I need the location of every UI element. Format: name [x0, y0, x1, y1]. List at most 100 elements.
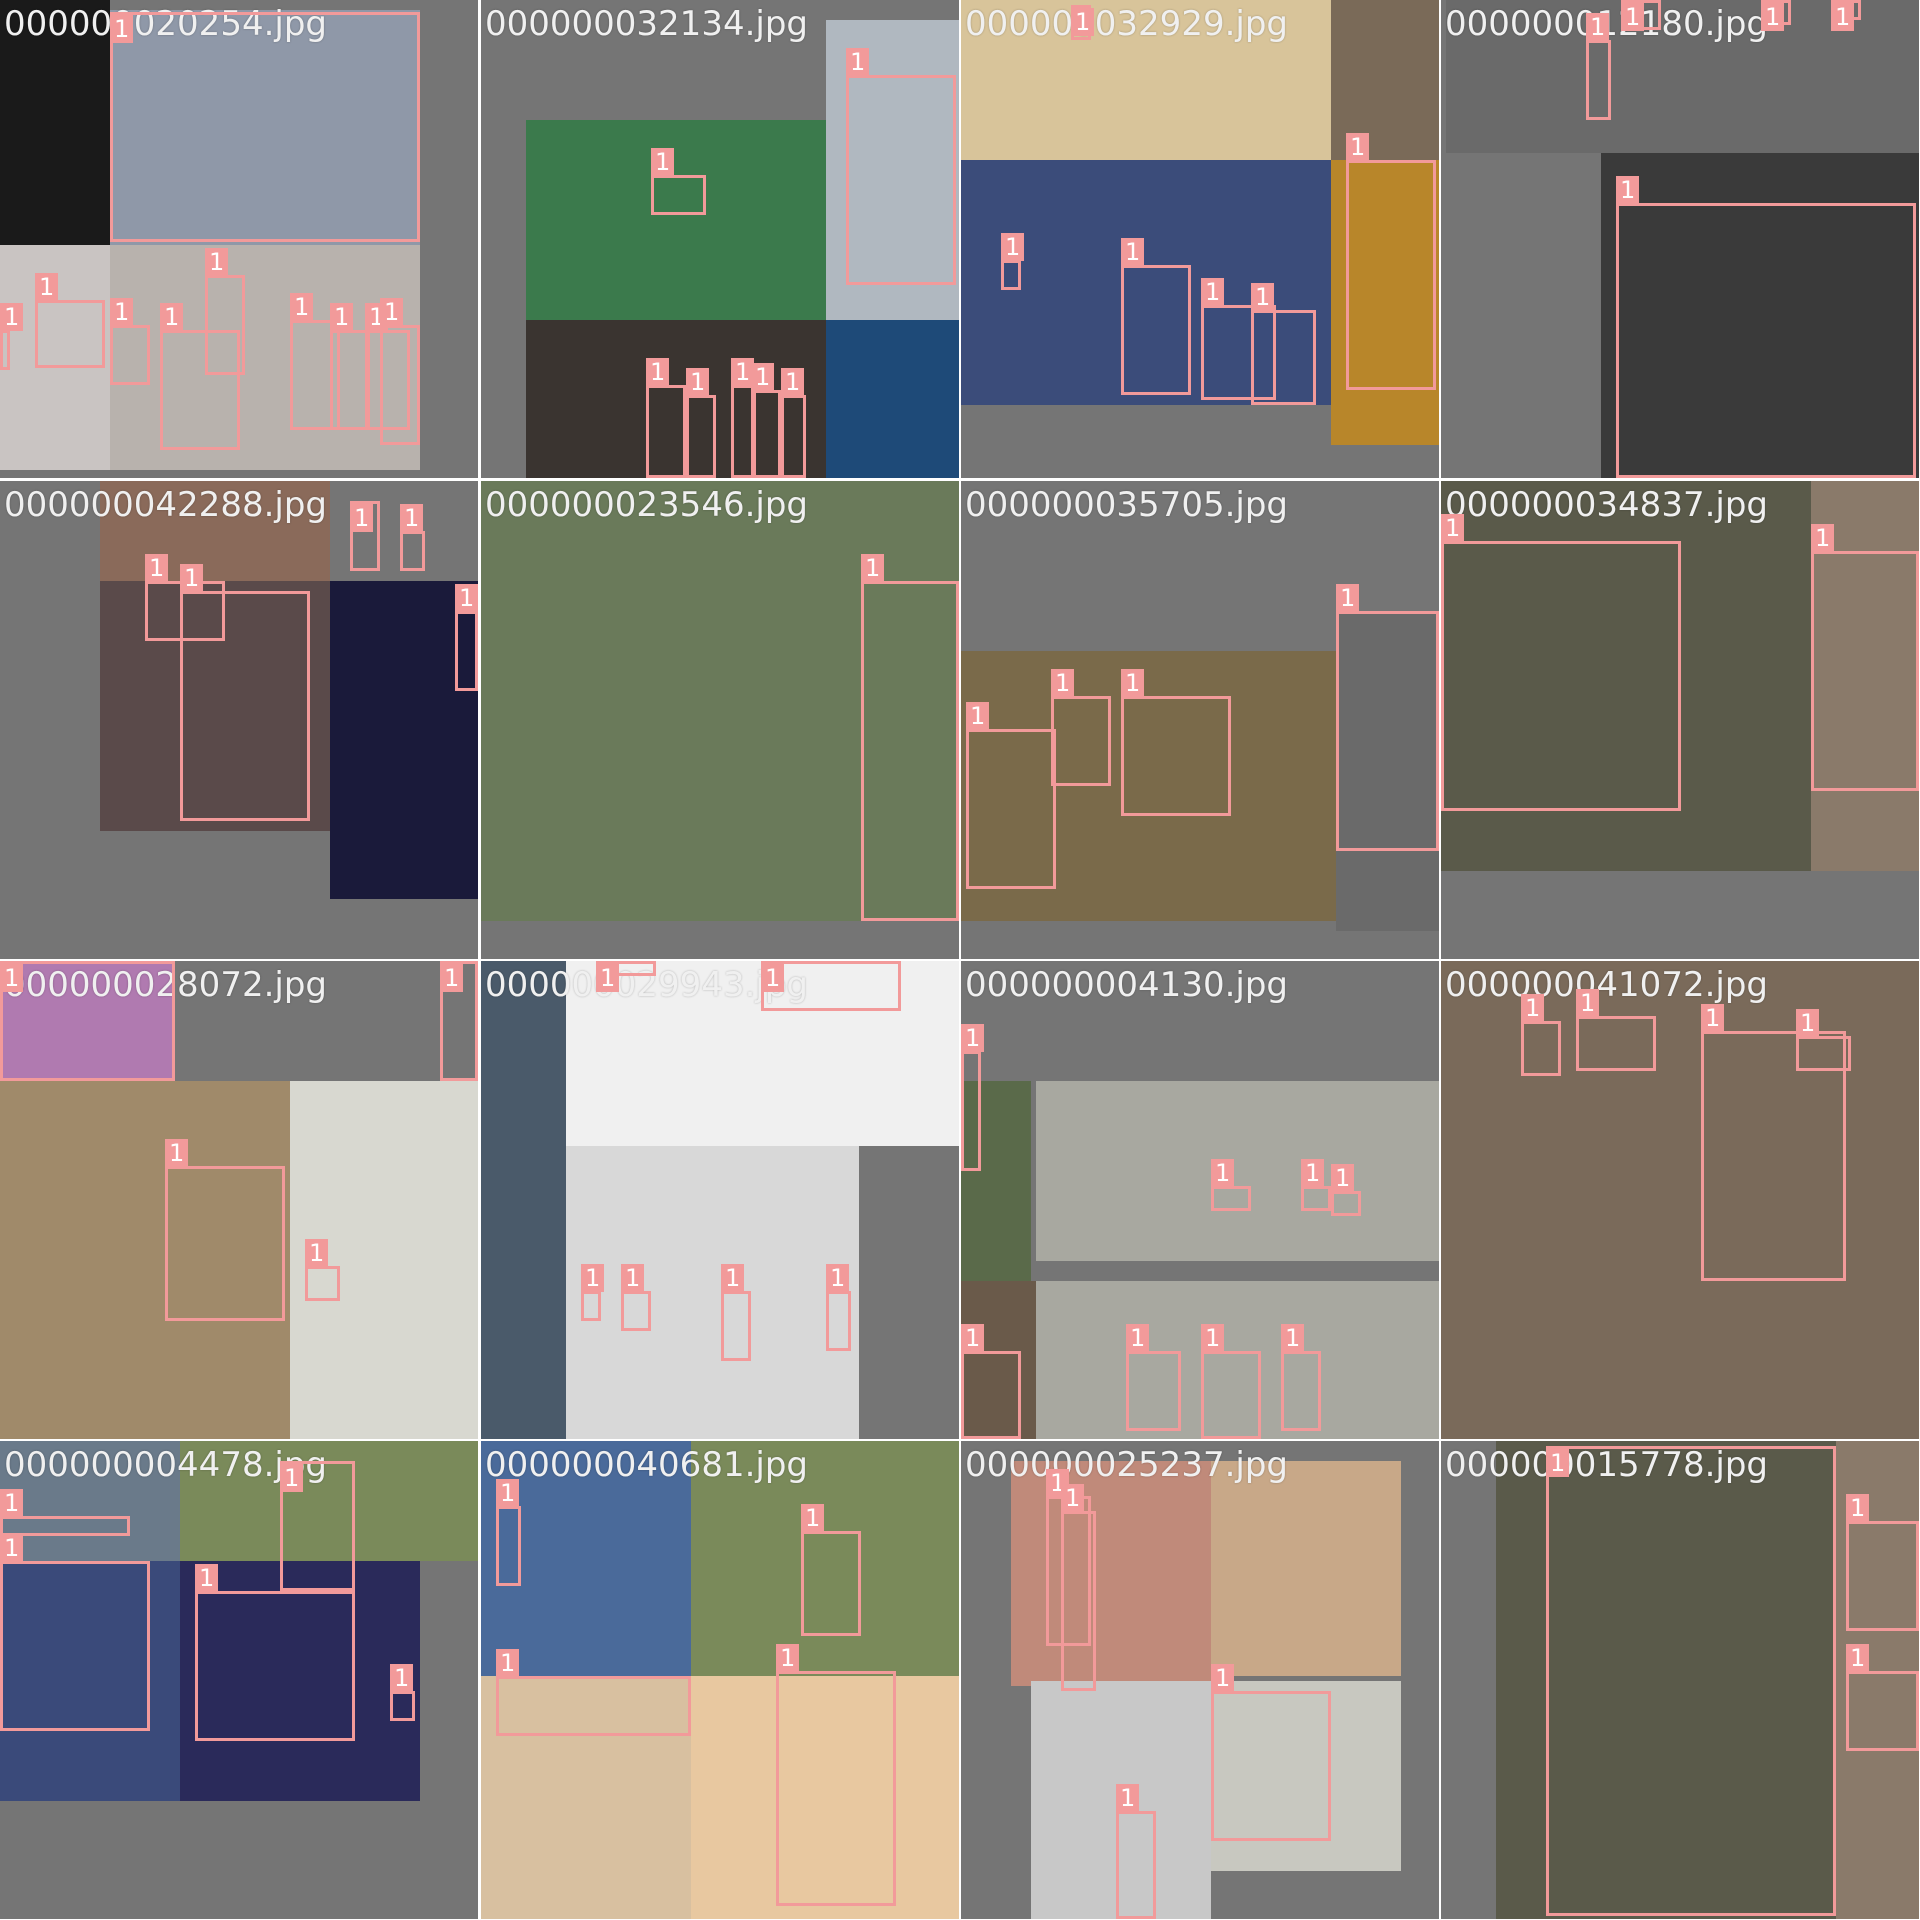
tile-filename: 000000040681.jpg — [485, 1445, 808, 1485]
photo-region — [100, 481, 330, 581]
detection-box: 1 — [1121, 238, 1191, 395]
detection-box: 1 — [0, 1489, 130, 1536]
photo-region — [691, 1676, 959, 1919]
detection-box: 1 — [390, 1664, 415, 1721]
detection-label: 1 — [496, 1649, 520, 1677]
photo-region — [0, 1561, 180, 1801]
detection-label: 1 — [1441, 514, 1465, 542]
tile-filename: 000000004130.jpg — [965, 965, 1288, 1005]
detection-box: 1 — [721, 1264, 751, 1361]
photo-region — [1036, 1081, 1439, 1261]
detection-box: 1 — [961, 1324, 1021, 1439]
detection-box: 1 — [966, 702, 1056, 889]
detection-label: 1 — [165, 1139, 189, 1167]
tile-filename: 000000004478.jpg — [4, 1445, 327, 1485]
detection-label: 1 — [290, 293, 314, 321]
detection-label: 1 — [455, 584, 478, 612]
detection-box: 1 — [290, 293, 340, 430]
tile-filename: 000000023546.jpg — [485, 485, 808, 525]
detection-label: 1 — [1121, 669, 1145, 697]
tile-filename: 000000042288.jpg — [4, 485, 327, 525]
detection-box: 1 — [35, 273, 105, 368]
mosaic-tile: 1 1 1 1 1 1 000000032929.jpg — [961, 0, 1439, 478]
detection-label: 1 — [0, 303, 24, 331]
detection-label: 1 — [305, 1239, 329, 1267]
detection-box: 1 — [1346, 133, 1436, 390]
detection-box: 1 — [686, 368, 716, 478]
photo-region — [1331, 160, 1439, 445]
detection-label: 1 — [1521, 994, 1545, 1022]
detection-label: 1 — [110, 15, 134, 43]
detection-label: 1 — [1201, 1324, 1225, 1352]
detection-box: 1 — [801, 1504, 861, 1636]
detection-box: 1 — [1846, 1644, 1919, 1751]
photo-region — [526, 320, 826, 478]
detection-label: 1 — [1616, 176, 1640, 204]
photo-region — [961, 1281, 1036, 1439]
detection-box: 1 — [496, 1479, 521, 1586]
tile-filename: 000000025237.jpg — [965, 1445, 1288, 1485]
detection-box: 1 — [861, 554, 959, 921]
detection-box: 1 — [1251, 283, 1316, 405]
detection-box: 1 — [1071, 5, 1095, 40]
detection-label: 1 — [686, 368, 710, 396]
detection-label: 1 — [1576, 989, 1600, 1017]
detection-label: 1 — [35, 273, 59, 301]
detection-box: 1 — [280, 1461, 355, 1591]
tile-filename: 000000035705.jpg — [965, 485, 1288, 525]
detection-box: 1 — [1586, 13, 1611, 120]
detection-box: 1 — [1211, 1159, 1251, 1211]
detection-label: 1 — [776, 1644, 800, 1672]
detection-label: 1 — [651, 148, 675, 176]
tile-filename: 000000032134.jpg — [485, 4, 808, 44]
detection-label: 1 — [801, 1504, 825, 1532]
photo-region — [0, 1441, 180, 1561]
detection-box: 1 — [180, 564, 310, 821]
detection-box: 1 — [781, 368, 806, 478]
detection-label: 1 — [1701, 1004, 1725, 1032]
detection-label: 1 — [1546, 1449, 1570, 1477]
detection-label: 1 — [1061, 1484, 1085, 1512]
detection-box: 1 — [751, 363, 781, 478]
detection-box: 1 — [1201, 1324, 1261, 1439]
detection-box: 1 — [496, 1649, 691, 1736]
detection-label: 1 — [0, 964, 24, 992]
photo-region — [1036, 1281, 1439, 1439]
detection-label: 1 — [646, 358, 670, 386]
photo-region — [566, 1146, 859, 1439]
mosaic-tile: 1 1 1 1 1 1 000000029943.jpg — [481, 961, 959, 1439]
detection-label: 1 — [1336, 584, 1360, 612]
detection-label: 1 — [781, 368, 805, 396]
detection-box: 1 — [0, 1534, 150, 1731]
tile-filename: 000000029943.jpg — [485, 965, 808, 1005]
detection-label: 1 — [440, 964, 464, 992]
detection-label: 1 — [1071, 8, 1095, 36]
detection-label: 1 — [1811, 524, 1835, 552]
detection-label: 1 — [0, 1489, 24, 1517]
mosaic-tile: 1 1 1 000000015778.jpg — [1441, 1441, 1919, 1919]
detection-box: 1 — [110, 12, 420, 242]
tile-filename: 000000034837.jpg — [1445, 485, 1768, 525]
mosaic-tile: 1 1 1 1 1 1 1 1 000000004130.jpg — [961, 961, 1439, 1439]
detection-label: 1 — [846, 48, 870, 76]
detection-label: 1 — [1116, 1784, 1140, 1812]
mosaic-tile: 1 1 1 1 1 000000004478.jpg — [0, 1441, 478, 1919]
detection-label: 1 — [1001, 233, 1025, 261]
mosaic-tile: 1 000000023546.jpg — [481, 481, 959, 959]
detection-label: 1 — [761, 964, 785, 992]
detection-box: 1 — [731, 358, 756, 478]
photo-region — [0, 0, 110, 245]
detection-box: 1 — [1761, 0, 1791, 31]
detection-box: 1 — [1301, 1159, 1331, 1211]
detection-label: 1 — [160, 303, 184, 331]
photo-region — [1336, 611, 1439, 931]
photo-region — [110, 10, 420, 245]
detection-label: 1 — [1211, 1159, 1235, 1187]
detection-label: 1 — [1281, 1324, 1305, 1352]
detection-box: 1 — [1001, 233, 1025, 290]
detection-label: 1 — [1126, 1324, 1150, 1352]
detection-label: 1 — [1846, 1494, 1870, 1522]
photo-region — [1441, 961, 1919, 1439]
photo-region — [330, 581, 478, 899]
